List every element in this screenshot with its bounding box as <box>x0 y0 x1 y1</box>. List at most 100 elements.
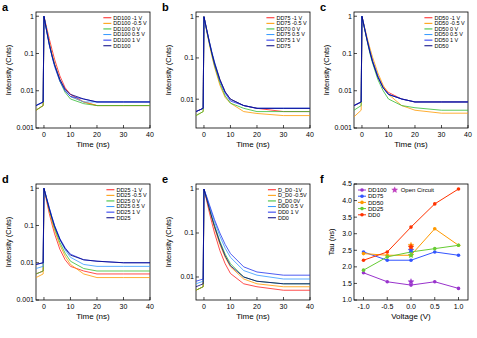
series-line <box>36 188 150 268</box>
series-line <box>364 229 459 256</box>
panel: 0102030400.010.11Time (ns)Intensity (Cnt… <box>162 173 314 321</box>
series-line <box>354 16 468 105</box>
x-tick <box>70 125 71 128</box>
x-tick-label: -0.5 <box>381 303 393 310</box>
data-point <box>408 252 414 258</box>
x-tick <box>361 125 362 128</box>
legend-swatch <box>268 195 276 196</box>
legend-swatch <box>103 23 111 24</box>
x-tick-label: 10 <box>385 131 393 138</box>
data-point <box>409 225 413 229</box>
data-point <box>385 280 389 284</box>
legend-label: Open Circuit <box>401 187 435 193</box>
panel-label: d <box>2 173 9 185</box>
y-tick <box>354 90 357 91</box>
legend-label: DD0 <box>368 212 381 218</box>
x-tick-label: 40 <box>464 131 472 138</box>
x-tick <box>388 125 389 128</box>
x-axis-label: Voltage (V) <box>391 312 431 321</box>
legend-swatch <box>266 23 274 24</box>
series-line <box>196 17 310 112</box>
legend: DD75 -1 VDD75 -0.5 VDD70 0 VDD75 0.5 VDD… <box>266 15 307 49</box>
series-line <box>364 189 459 260</box>
y-tick <box>354 217 357 218</box>
plot-frame <box>36 184 150 300</box>
panel-label: a <box>2 1 9 13</box>
x-tick-label: 30 <box>120 131 128 138</box>
series-line <box>196 17 310 116</box>
panel: 0102030400.0010.010.11Time (ns)Intensity… <box>320 1 472 149</box>
y-tick <box>36 262 39 263</box>
x-tick <box>414 125 415 128</box>
series-line <box>36 16 150 105</box>
x-tick-label: 20 <box>93 303 101 310</box>
legend-swatch <box>103 17 111 18</box>
y-tick <box>196 57 199 58</box>
y-axis-label: Intensity (Cnts) <box>4 44 13 95</box>
x-tick <box>123 125 124 128</box>
data-point <box>408 244 414 250</box>
y-tick-label: 0.001 <box>16 296 34 303</box>
x-tick <box>387 297 388 300</box>
legend: D_D0 -1VD_D0 -0.5VD_D0 0VDD0 0.5 VDD0 1 … <box>268 187 307 221</box>
x-tick <box>310 297 311 300</box>
legend-marker <box>360 201 364 205</box>
legend-swatch <box>266 40 274 41</box>
x-axis-label: Time (ns) <box>236 312 270 321</box>
x-tick <box>96 297 97 300</box>
legend-swatch <box>424 45 432 46</box>
plot-frame <box>196 12 310 128</box>
x-tick <box>256 297 257 300</box>
y-axis-label: Intensity (Cnts) <box>322 44 331 95</box>
series-line <box>354 16 468 105</box>
x-tick-label: 20 <box>253 131 261 138</box>
series-line <box>196 189 310 290</box>
x-tick-label: 0 <box>202 303 206 310</box>
y-tick <box>354 266 357 267</box>
legend-marker <box>360 207 364 211</box>
panel-label: b <box>162 1 169 13</box>
y-tick-label: 1.0 <box>342 296 352 303</box>
y-tick-label: 0.01 <box>180 96 194 103</box>
y-tick <box>36 128 39 129</box>
legend-swatch <box>103 45 111 46</box>
series-line <box>36 16 150 105</box>
y-tick-label: 3.5 <box>342 214 352 221</box>
legend-marker <box>360 194 364 198</box>
x-tick <box>468 125 469 128</box>
x-tick-label: 10 <box>227 303 235 310</box>
data-point <box>457 253 461 257</box>
series-line <box>354 16 468 117</box>
data-point <box>385 250 389 254</box>
legend-swatch <box>424 40 432 41</box>
y-tick <box>36 90 39 91</box>
plot-frame <box>354 12 468 128</box>
y-axis-label: Intensity (Cnts) <box>164 44 173 95</box>
legend-marker <box>392 187 398 193</box>
data-point <box>457 287 461 291</box>
legend-swatch <box>106 189 114 190</box>
x-tick-label: 1.0 <box>454 303 464 310</box>
legend-swatch <box>424 34 432 35</box>
legend: DD100DD75DD50DD25DD0Open Circuit <box>358 187 434 218</box>
y-tick-label: 1 <box>190 13 194 20</box>
x-tick-label: 0 <box>42 303 46 310</box>
x-tick-label: 0 <box>42 131 46 138</box>
panel: 0102030400.0010.010.11Time (ns)Intensity… <box>2 1 154 149</box>
x-tick-label: 20 <box>93 131 101 138</box>
legend-swatch <box>106 212 114 213</box>
y-tick-label: 3.0 <box>342 230 352 237</box>
x-tick-label: -1.0 <box>357 303 369 310</box>
legend-swatch <box>266 34 274 35</box>
series-line <box>196 17 310 112</box>
series-line <box>36 16 150 105</box>
x-tick-label: 20 <box>253 303 261 310</box>
y-tick <box>36 188 39 189</box>
plot-data <box>36 16 150 110</box>
legend-swatch <box>268 212 276 213</box>
y-tick <box>196 189 199 190</box>
legend-label: DD25 <box>368 206 384 212</box>
series-line <box>36 188 150 274</box>
y-axis-label: Tau (ns) <box>327 228 336 256</box>
legend-swatch <box>106 206 114 207</box>
